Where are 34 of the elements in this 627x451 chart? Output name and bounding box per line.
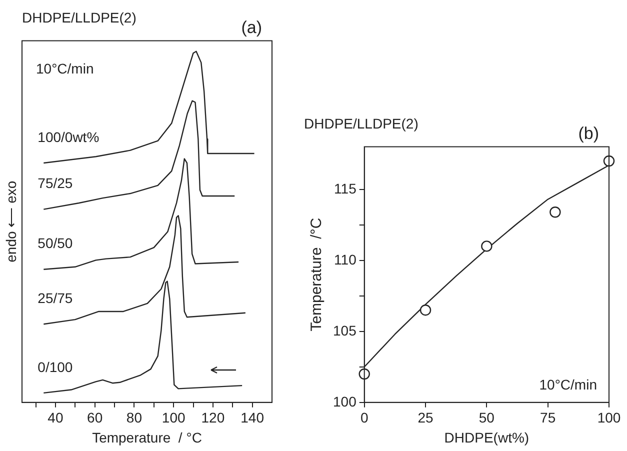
chart-title: DHDPE/LLDPE(2) [304, 115, 418, 132]
y-tick-label: 105 [333, 322, 357, 338]
x-tick-label: 60 [87, 410, 103, 426]
x-tick-label: 0 [360, 410, 368, 426]
series-label: 25/75 [38, 290, 73, 306]
text: (a) [241, 18, 262, 37]
y-tick-label: 115 [334, 180, 357, 196]
y-axis-title: Temperature /°C [308, 218, 326, 332]
y-axis-title: endo ⟵ exo [2, 180, 19, 262]
point [420, 304, 432, 316]
point [550, 206, 561, 218]
series-label: 0/100 [38, 358, 73, 375]
x-tick-label: 100 [597, 410, 621, 426]
chart-title: DHDPE/LLDPE(2) [22, 9, 136, 26]
x-tick-label: 100 [162, 410, 186, 426]
x-axis-title: DHDPE(wt%) [444, 429, 530, 446]
text: (b) [578, 124, 599, 143]
series-label: 100/0wt% [38, 128, 100, 145]
x-axis-title: Temperature / °C [92, 429, 202, 446]
point [481, 240, 492, 252]
y-tick-label: 110 [334, 251, 357, 268]
series-label: 50/50 [38, 235, 73, 252]
series-label: 75/25 [38, 175, 73, 192]
x-tick-label: 75 [540, 410, 556, 426]
annotation: 10°C/min [539, 376, 597, 392]
annotation: 10°C/min [36, 60, 94, 77]
x-tick-label: 50 [478, 410, 495, 426]
x-tick-label: 80 [126, 410, 142, 426]
y-tick-label: 100 [333, 393, 357, 410]
point [358, 368, 370, 380]
x-tick-label: 25 [418, 410, 434, 426]
x-tick-label: 40 [48, 410, 64, 426]
x-tick-label: 140 [240, 410, 264, 426]
x-tick-label: 120 [201, 410, 225, 426]
